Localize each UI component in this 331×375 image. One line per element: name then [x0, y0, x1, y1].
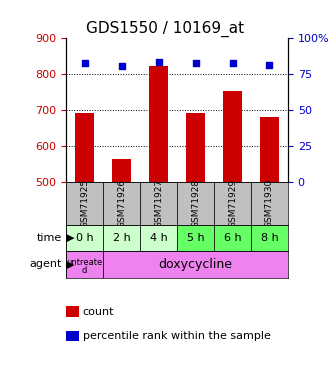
Bar	[140, 182, 177, 225]
Text: count: count	[83, 307, 114, 316]
Bar	[186, 113, 205, 362]
Bar	[177, 225, 214, 251]
Bar	[103, 251, 288, 278]
Bar	[140, 225, 177, 251]
Text: doxycycline: doxycycline	[159, 258, 233, 271]
Bar	[251, 225, 288, 251]
Text: 2 h: 2 h	[113, 233, 130, 243]
Text: GDS1550 / 10169_at: GDS1550 / 10169_at	[86, 21, 245, 37]
Text: d: d	[82, 266, 87, 275]
Bar	[113, 159, 131, 362]
Text: 8 h: 8 h	[260, 233, 278, 243]
Text: 4 h: 4 h	[150, 233, 167, 243]
Bar	[66, 225, 103, 251]
Text: GSM71926: GSM71926	[117, 178, 126, 228]
Bar	[66, 182, 103, 225]
Bar	[260, 117, 279, 362]
Text: 5 h: 5 h	[187, 233, 204, 243]
Text: 6 h: 6 h	[224, 233, 241, 243]
Bar	[223, 91, 242, 362]
Text: GSM71928: GSM71928	[191, 178, 200, 228]
Bar	[103, 225, 140, 251]
Bar	[149, 66, 168, 361]
Text: ▶: ▶	[66, 259, 75, 269]
Bar	[103, 182, 140, 225]
Bar	[66, 251, 103, 278]
Text: untreate: untreate	[67, 258, 103, 267]
Point	[230, 60, 235, 66]
Point	[119, 63, 124, 69]
Point	[193, 60, 198, 66]
Text: GSM71929: GSM71929	[228, 178, 237, 228]
Bar	[75, 113, 94, 362]
Text: GSM71930: GSM71930	[265, 178, 274, 228]
Point	[267, 62, 272, 68]
Bar	[214, 182, 251, 225]
Point	[82, 60, 87, 66]
Bar	[251, 182, 288, 225]
Text: GSM71925: GSM71925	[80, 178, 89, 228]
Text: GSM71927: GSM71927	[154, 178, 163, 228]
Text: time: time	[36, 233, 62, 243]
Bar	[177, 182, 214, 225]
Text: percentile rank within the sample: percentile rank within the sample	[83, 331, 271, 341]
Text: agent: agent	[29, 259, 62, 269]
Bar	[214, 225, 251, 251]
Text: 0 h: 0 h	[76, 233, 93, 243]
Text: ▶: ▶	[66, 233, 75, 243]
Point	[156, 59, 161, 65]
